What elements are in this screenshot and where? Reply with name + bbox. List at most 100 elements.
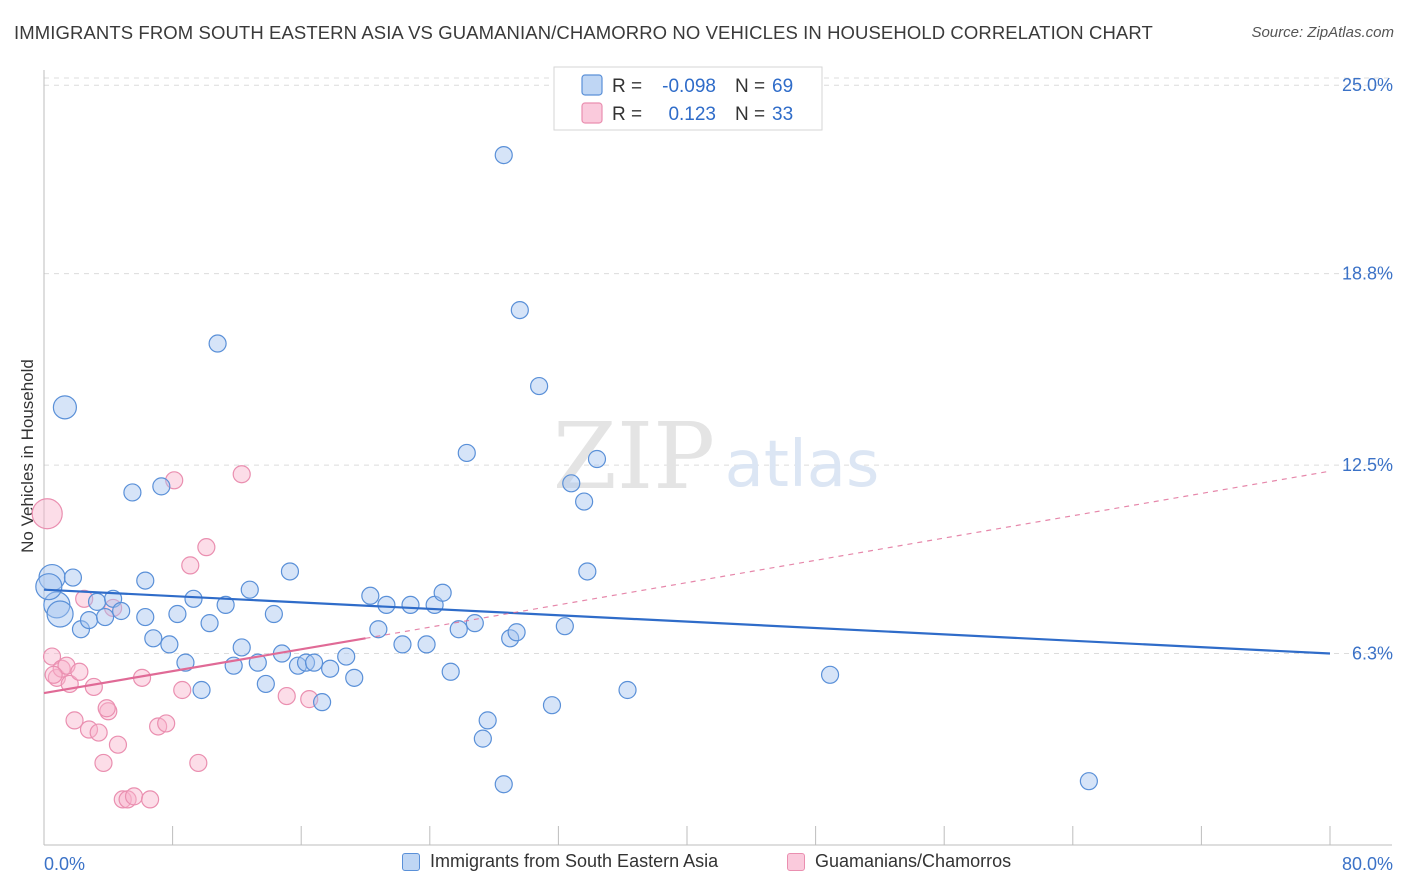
x-tick-label-1: 80.0% [1342, 854, 1393, 874]
blue-point-68 [46, 600, 74, 628]
pink-point-28 [232, 465, 251, 484]
blue-point-18 [184, 589, 203, 608]
blue-point-67 [35, 573, 63, 601]
blue-point-24 [232, 638, 251, 657]
series-guamanians-points [31, 465, 319, 809]
pink-point-7 [70, 662, 89, 681]
blue-point-14 [152, 477, 171, 496]
blue-point-35 [321, 659, 340, 678]
trend-lines [43, 470, 1331, 695]
trend-line-guamanians-extension [365, 470, 1331, 639]
blue-point-63 [587, 449, 607, 469]
pink-point-26 [189, 753, 208, 773]
pink-point-24 [173, 680, 192, 700]
pink-point-32 [44, 665, 63, 684]
blue-point-40 [377, 595, 396, 615]
blue-point-50 [473, 729, 492, 748]
blue-point-62 [578, 562, 597, 581]
pink-point-29 [277, 686, 296, 706]
blue-point-39 [369, 620, 388, 639]
blue-point-9 [112, 601, 131, 621]
legend-n-value-2: 33 [772, 104, 793, 125]
axes [43, 70, 1392, 846]
blue-point-42 [401, 595, 420, 615]
pink-point-0 [31, 498, 63, 530]
blue-point-25 [240, 580, 259, 599]
blue-point-46 [441, 662, 460, 681]
blue-point-15 [160, 635, 179, 654]
blue-point-45 [433, 583, 452, 602]
blue-point-55 [507, 623, 526, 642]
y-tick-label-2: 18.8% [1342, 264, 1393, 284]
blue-point-6 [87, 592, 107, 611]
blue-point-52 [494, 145, 513, 165]
blue-point-38 [361, 586, 380, 605]
source-label: Source: ZipAtlas.com [1251, 24, 1394, 41]
pink-point-11 [89, 723, 108, 742]
blue-point-65 [820, 665, 840, 684]
blue-point-43 [417, 635, 436, 654]
bottom-legend-label-guamanians: Guamanians/Chamorros [815, 851, 1012, 871]
legend-n-label-2: N = [735, 104, 765, 125]
blue-point-51 [478, 711, 497, 730]
y-tick-labels: 6.3% 12.5% 18.8% 25.0% [1342, 75, 1393, 663]
pink-point-22 [157, 714, 176, 733]
pink-point-27 [197, 538, 216, 557]
blue-point-58 [542, 696, 562, 715]
blue-point-36 [337, 647, 356, 666]
watermark-zip: ZIP [553, 403, 715, 510]
grid-lines [44, 77, 1392, 655]
y-tick-label-3: 25.0% [1342, 75, 1393, 95]
pink-point-25 [181, 556, 200, 575]
blue-point-60 [562, 474, 581, 493]
blue-point-5 [79, 610, 99, 630]
blue-point-47 [449, 620, 468, 639]
trend-line-guamanians [43, 637, 366, 695]
blue-point-11 [136, 607, 155, 627]
pink-point-31 [97, 699, 116, 718]
blue-point-61 [575, 492, 594, 511]
legend-swatch-pink [581, 102, 603, 124]
blue-point-37 [345, 668, 364, 687]
blue-point-34 [312, 693, 332, 712]
blue-point-56 [510, 300, 529, 320]
blue-point-2 [52, 395, 77, 420]
blue-point-20 [200, 614, 219, 633]
legend-r-label-1: R = [612, 76, 642, 97]
pink-point-10 [84, 677, 103, 697]
legend-r-label-2: R = [612, 104, 642, 125]
series-immigrants-points [35, 145, 1098, 794]
blue-point-48 [457, 443, 476, 463]
bottom-legend-item-guamanians: Guamanians/Chamorros [787, 851, 1011, 872]
chart-title: IMMIGRANTS FROM SOUTH EASTERN ASIA VS GU… [14, 22, 1153, 43]
blue-point-41 [393, 635, 412, 654]
blue-point-33 [304, 653, 324, 672]
blue-point-22 [216, 595, 235, 615]
blue-point-10 [123, 483, 142, 502]
legend-r-value-1: -0.098 [662, 76, 716, 97]
bottom-legend-swatch-pink [787, 852, 805, 871]
blue-point-59 [555, 617, 574, 636]
blue-point-53 [494, 775, 513, 794]
blue-point-49 [465, 614, 484, 633]
bottom-legend-swatch-blue [402, 852, 420, 871]
pink-point-15 [108, 735, 128, 754]
watermark: ZIP atlas [553, 403, 879, 510]
bottom-legend: Immigrants from South Eastern Asia Guama… [0, 851, 1406, 879]
pink-point-1 [42, 647, 62, 666]
blue-point-19 [192, 680, 211, 700]
blue-point-3 [63, 568, 83, 587]
blue-point-12 [136, 571, 155, 590]
y-tick-label-1: 12.5% [1342, 455, 1393, 475]
blue-point-64 [618, 680, 637, 700]
pink-point-20 [140, 790, 160, 809]
blue-point-21 [208, 334, 227, 353]
pink-point-6 [65, 711, 84, 730]
pink-point-18 [124, 787, 144, 806]
blue-point-16 [168, 604, 187, 624]
legend-n-label-1: N = [735, 76, 765, 97]
blue-point-28 [264, 604, 283, 624]
bottom-legend-item-immigrants: Immigrants from South Eastern Asia [402, 851, 718, 872]
blue-point-7 [95, 607, 115, 627]
